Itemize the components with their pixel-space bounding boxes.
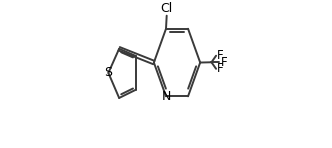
Text: F: F	[217, 62, 224, 75]
Text: S: S	[104, 66, 112, 79]
Text: Cl: Cl	[161, 2, 173, 15]
Text: F: F	[220, 56, 227, 69]
Text: N: N	[161, 90, 171, 103]
Text: F: F	[217, 49, 224, 62]
